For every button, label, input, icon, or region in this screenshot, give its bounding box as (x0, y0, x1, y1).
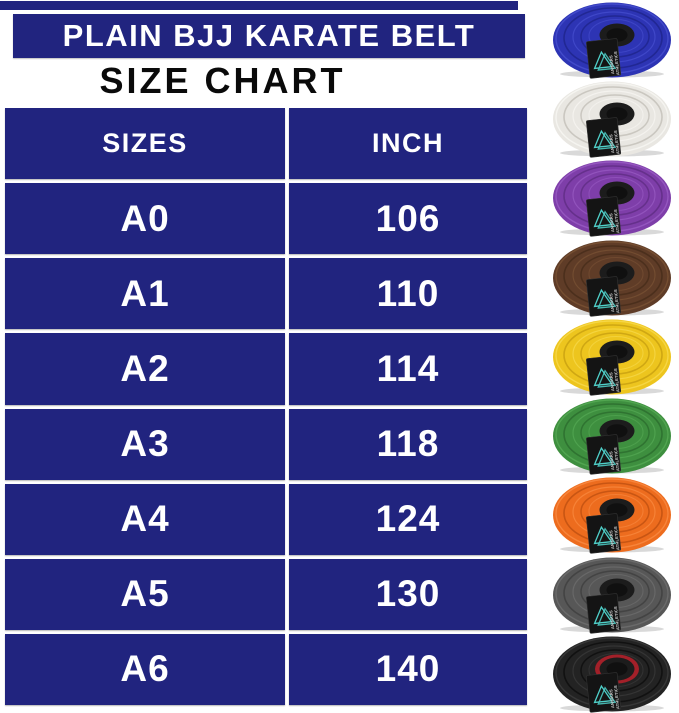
triangle-logo-icon (593, 288, 613, 307)
svg-text:ATHLETICS: ATHLETICS (613, 447, 620, 471)
svg-text:ATHLETICS: ATHLETICS (613, 685, 620, 709)
svg-text:ANWARS: ANWARS (608, 213, 615, 233)
triangle-logo-icon (593, 526, 613, 545)
svg-text:ANWARS: ANWARS (608, 530, 615, 550)
page-subtitle: SIZE CHART (99, 60, 346, 101)
svg-text:ATHLETICS: ATHLETICS (613, 605, 620, 629)
black-belt-photo: ANWARS ATHLETICS (548, 634, 679, 713)
size-table-row: A1 110 (5, 258, 527, 330)
belt-photo-column: ANWARS ATHLETICS ANWARS ATHLETICS ANWARS ATHL… (548, 0, 679, 713)
green-belt-photo: ANWARS ATHLETICS (548, 396, 679, 475)
size-table-row: A4 124 (5, 483, 527, 555)
svg-text:ATHLETICS: ATHLETICS (613, 209, 620, 233)
yellow-belt-photo: ANWARS ATHLETICS (548, 317, 679, 396)
size-table-header-row: SIZES INCH (5, 108, 527, 180)
triangle-logo-icon (593, 209, 613, 228)
triangle-logo-icon (593, 446, 613, 466)
white-belt-photo: ANWARS ATHLETICS (548, 79, 679, 158)
size-table-row: A6 140 (5, 633, 527, 705)
column-header-inch: INCH (289, 108, 527, 180)
size-chart-table: SIZES INCH A0 106 A1 110 A2 114 A3 118 A… (5, 108, 527, 705)
orange-belt-photo: ANWARS ATHLETICS (548, 475, 679, 554)
triangle-logo-icon (593, 367, 613, 387)
size-table-row: A2 114 (5, 333, 527, 405)
size-cell: A2 (5, 333, 285, 405)
blue-belt-photo: ANWARS ATHLETICS (548, 0, 679, 79)
inch-cell: 118 (289, 408, 527, 480)
svg-text:ATHLETICS: ATHLETICS (613, 526, 620, 550)
svg-text:ATHLETICS: ATHLETICS (613, 288, 620, 312)
gray-belt-photo: ANWARS ATHLETICS (548, 555, 679, 634)
inch-cell: 140 (289, 633, 527, 705)
svg-text:ATHLETICS: ATHLETICS (613, 130, 620, 154)
size-cell: A3 (5, 408, 285, 480)
page-title: PLAIN BJJ KARATE BELT (62, 18, 476, 53)
purple-belt-photo: ANWARS ATHLETICS (548, 158, 679, 238)
size-cell: A6 (5, 633, 285, 705)
size-table-row: A5 130 (5, 558, 527, 630)
svg-text:ANWARS: ANWARS (608, 609, 615, 629)
inch-cell: 130 (289, 558, 527, 630)
inch-cell: 124 (289, 483, 527, 555)
triangle-logo-icon (593, 130, 613, 149)
svg-text:ATHLETICS: ATHLETICS (613, 368, 620, 392)
triangle-logo-icon (593, 605, 613, 624)
svg-text:ANWARS: ANWARS (608, 292, 615, 312)
inch-cell: 114 (289, 333, 527, 405)
column-header-sizes: SIZES (5, 108, 285, 180)
size-cell: A1 (5, 258, 285, 330)
svg-text:ANWARS: ANWARS (608, 451, 615, 471)
size-table-row: A0 106 (5, 183, 527, 255)
size-cell: A5 (5, 558, 285, 630)
size-table-row: A3 118 (5, 408, 527, 480)
title-banner: PLAIN BJJ KARATE BELT (13, 14, 525, 58)
svg-text:ANWARS: ANWARS (608, 55, 615, 75)
svg-text:ANWARS: ANWARS (608, 134, 615, 154)
size-cell: A0 (5, 183, 285, 255)
size-cell: A4 (5, 483, 285, 555)
svg-text:ATHLETICS: ATHLETICS (613, 51, 620, 75)
svg-text:ANWARS: ANWARS (608, 689, 615, 709)
triangle-logo-icon (593, 50, 613, 70)
inch-cell: 110 (289, 258, 527, 330)
triangle-logo-icon (593, 684, 613, 703)
svg-text:ANWARS: ANWARS (608, 372, 615, 392)
brown-belt-photo: ANWARS ATHLETICS (548, 238, 679, 317)
inch-cell: 106 (289, 183, 527, 255)
top-accent-strip (0, 1, 518, 10)
